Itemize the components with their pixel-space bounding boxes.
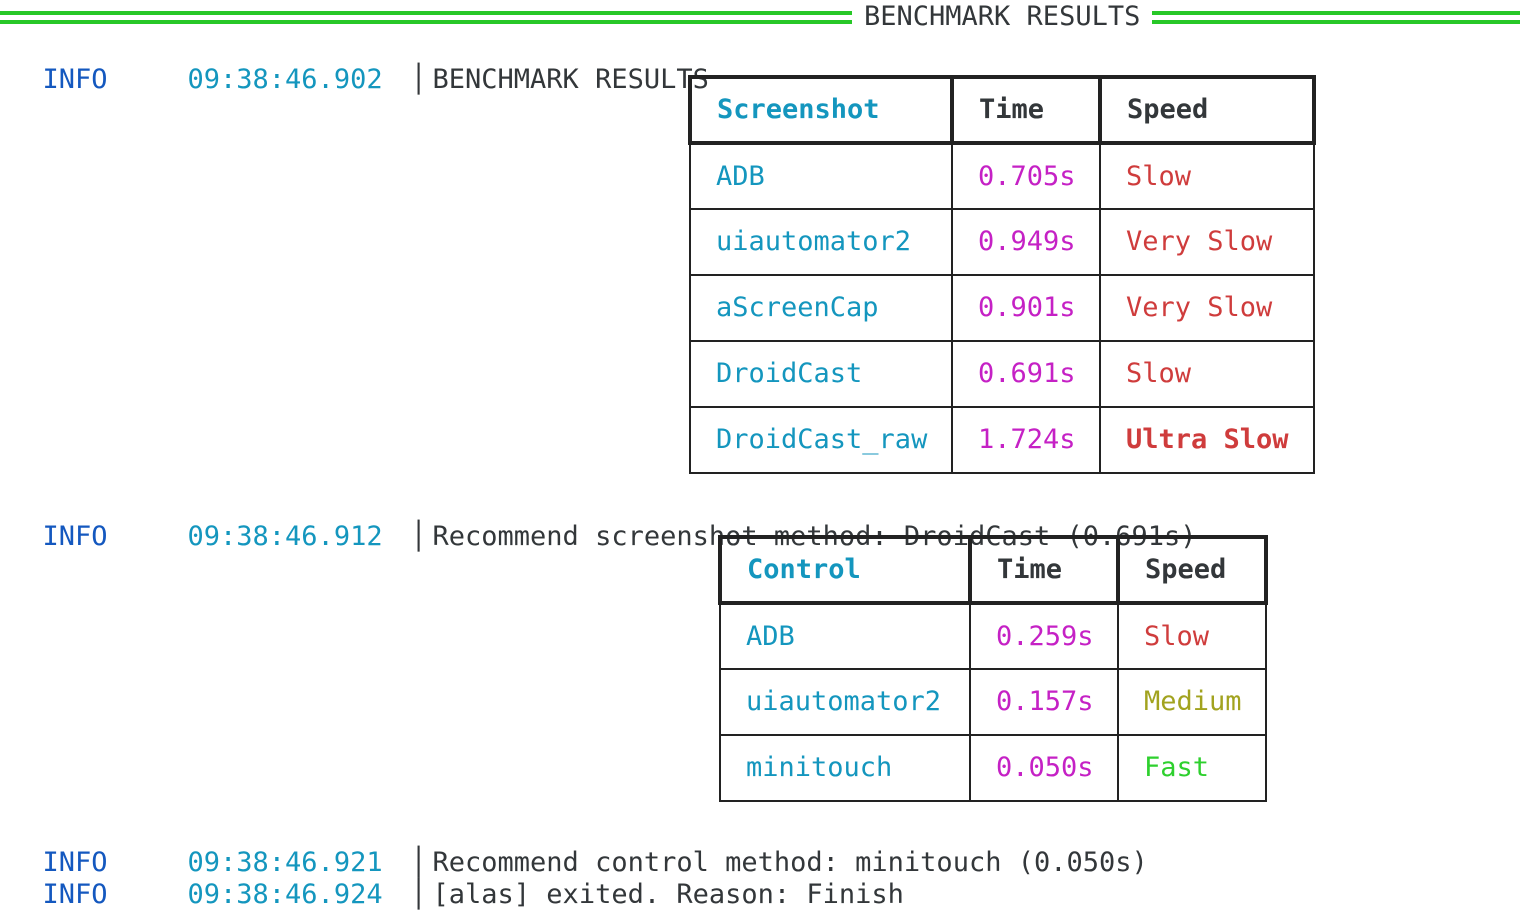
speed-cell: Slow [1099,142,1315,210]
column-header-time: Time [968,535,1120,605]
screenshot-benchmark-table: Screenshot Time Speed ADB 0.705s Slow ui… [688,75,1316,474]
log-timestamp: 09:38:46.912 [187,521,383,552]
log-line: INFO 09:38:46.902 │ BENCHMARK RESULTS [10,32,709,96]
time-cell: 0.901s [951,274,1101,342]
log-timestamp: 09:38:46.921 [187,847,383,878]
table-header-row: Screenshot Time Speed [688,75,1316,145]
method-name-cell: ADB [719,602,971,670]
column-header-speed: Speed [1098,75,1316,145]
speed-cell: Ultra Slow [1099,406,1315,474]
method-name-cell: uiautomator2 [689,208,953,276]
table-row: DroidCast_raw 1.724s Ultra Slow [689,406,1315,474]
log-message: Recommend control method: minitouch (0.0… [432,847,1148,878]
time-cell: 1.724s [951,406,1101,474]
log-separator: │ [410,847,427,878]
control-benchmark-table: Control Time Speed ADB 0.259s Slow uiaut… [718,535,1268,802]
log-line: INFO 09:38:46.924 │ [alas] exited. Reason: … [10,847,904,911]
log-separator: │ [410,521,427,552]
method-name-cell: DroidCast [689,340,953,408]
log-line: INFO 09:38:46.921 │ Recommend control metho… [10,815,1148,879]
log-level: INFO [42,64,108,95]
table-row: ADB 0.259s Slow [719,602,1267,670]
method-name-cell: DroidCast_raw [689,406,953,474]
table-row: DroidCast 0.691s Slow [689,340,1315,408]
table-row: minitouch 0.050s Fast [719,734,1267,802]
log-level: INFO [42,847,108,878]
column-header-time: Time [950,75,1102,145]
table-row: uiautomator2 0.157s Medium [719,668,1267,736]
section-title: BENCHMARK RESULTS [864,1,1141,32]
column-header-control: Control [718,535,972,605]
time-cell: 0.050s [969,734,1119,802]
method-name-cell: aScreenCap [689,274,953,342]
table-row: ADB 0.705s Slow [689,142,1315,210]
log-level: INFO [42,521,108,552]
log-separator: │ [410,64,427,95]
log-timestamp: 09:38:46.902 [187,64,383,95]
time-cell: 0.691s [951,340,1101,408]
speed-cell: Slow [1117,602,1267,670]
speed-cell: Slow [1099,340,1315,408]
log-separator: │ [410,879,427,910]
speed-cell: Very Slow [1099,208,1315,276]
table-header-row: Control Time Speed [718,535,1268,605]
column-header-screenshot: Screenshot [688,75,954,145]
time-cell: 0.949s [951,208,1101,276]
log-level: INFO [42,879,108,910]
time-cell: 0.705s [951,142,1101,210]
log-message: [alas] exited. Reason: Finish [432,879,904,910]
log-timestamp: 09:38:46.924 [187,879,383,910]
method-name-cell: minitouch [719,734,971,802]
divider-line-left [0,10,852,24]
speed-cell: Very Slow [1099,274,1315,342]
time-cell: 0.157s [969,668,1119,736]
log-message: BENCHMARK RESULTS [432,64,709,95]
speed-cell: Medium [1117,668,1267,736]
table-row: aScreenCap 0.901s Very Slow [689,274,1315,342]
method-name-cell: ADB [689,142,953,210]
method-name-cell: uiautomator2 [719,668,971,736]
table-row: uiautomator2 0.949s Very Slow [689,208,1315,276]
column-header-speed: Speed [1116,535,1268,605]
section-divider: BENCHMARK RESULTS [0,1,1520,32]
time-cell: 0.259s [969,602,1119,670]
speed-cell: Fast [1117,734,1267,802]
divider-line-right [1152,10,1520,24]
